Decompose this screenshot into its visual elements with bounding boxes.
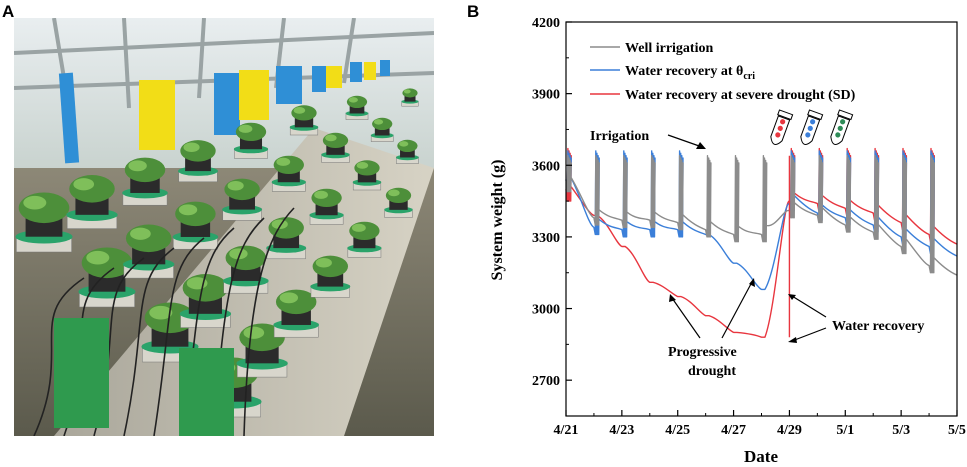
arrow-recovery-lower bbox=[791, 327, 827, 342]
legend-label-well: Well irrigation bbox=[625, 41, 713, 56]
data-logger bbox=[54, 318, 109, 428]
pot bbox=[357, 171, 377, 183]
pot bbox=[326, 143, 345, 155]
annotation-water-recovery: Water recovery bbox=[832, 319, 924, 334]
arrow-drought-left-head bbox=[669, 294, 676, 302]
legend-label-cri-main: Water recovery at θ bbox=[625, 64, 743, 79]
arrow-irrigation-head bbox=[696, 142, 706, 149]
pot bbox=[374, 126, 390, 136]
pot bbox=[349, 104, 365, 114]
plant-leaf bbox=[373, 119, 384, 125]
legend-label-cri: Water recovery at θcri bbox=[625, 64, 755, 82]
sensor-cable bbox=[153, 237, 205, 436]
plant-leaf bbox=[276, 157, 291, 166]
plant-leaf bbox=[279, 292, 299, 304]
test-tube-icon bbox=[770, 109, 794, 145]
arrow-drought-right-head bbox=[749, 278, 755, 287]
x-axis-label: Date bbox=[744, 447, 778, 466]
x-tick-label: 5/1 bbox=[836, 423, 854, 438]
y-tick-label: 4200 bbox=[532, 16, 560, 31]
tube-icons bbox=[770, 109, 854, 145]
arrow-recovery-upper-head bbox=[788, 294, 796, 300]
arrow-recovery-upper bbox=[791, 295, 827, 318]
plant-leaf bbox=[130, 227, 151, 240]
y-tick-label: 3900 bbox=[532, 88, 560, 103]
plant-leaf bbox=[229, 248, 248, 260]
y-tick-label: 2700 bbox=[532, 374, 560, 389]
arrow-irrigation bbox=[667, 134, 703, 148]
test-tube-icon bbox=[800, 109, 824, 145]
data-logger bbox=[179, 348, 234, 436]
sensor-cable bbox=[243, 207, 295, 436]
plant-leaf bbox=[293, 106, 306, 114]
plant-leaf bbox=[351, 223, 366, 232]
annotation-drought: drought bbox=[688, 364, 736, 379]
x-tick-label: 5/3 bbox=[892, 423, 910, 438]
panel-label-a: A bbox=[2, 2, 15, 21]
x-tick-label: 5/5 bbox=[948, 423, 966, 438]
arrow-recovery-lower-head bbox=[788, 337, 797, 343]
x-tick-label: 4/29 bbox=[777, 423, 802, 438]
greenhouse-photo bbox=[14, 18, 434, 436]
plant-leaf bbox=[348, 97, 358, 103]
x-tick-label: 4/25 bbox=[665, 423, 690, 438]
plant-leaf bbox=[183, 142, 200, 153]
annotation-progressive: Progressive bbox=[668, 345, 737, 360]
series-line-well bbox=[565, 155, 958, 276]
plant-leaf bbox=[238, 124, 253, 133]
pot bbox=[400, 148, 415, 158]
plant-leaf bbox=[325, 134, 337, 142]
legend-label-cri-sub: cri bbox=[743, 71, 755, 82]
plant-leaf bbox=[86, 250, 110, 265]
plant-leaf bbox=[73, 178, 95, 191]
test-tube-icon bbox=[830, 109, 854, 145]
pot bbox=[404, 94, 416, 102]
pot bbox=[294, 116, 314, 128]
plant-leaf bbox=[399, 141, 409, 147]
y-tick-label: 3600 bbox=[532, 159, 560, 174]
plant-leaf bbox=[149, 305, 173, 320]
plant-leaf bbox=[243, 326, 265, 339]
x-tick-label: 4/23 bbox=[609, 423, 634, 438]
plant-leaf bbox=[227, 181, 244, 191]
annotations: Irrigation Water recovery Progressive dr… bbox=[590, 129, 924, 379]
plant-leaf bbox=[314, 190, 328, 199]
plant-leaf bbox=[128, 160, 147, 172]
y-tick-label: 3300 bbox=[532, 231, 560, 246]
sensor-cable bbox=[33, 277, 85, 436]
plant-leaf bbox=[403, 89, 411, 94]
plant-leaf bbox=[315, 258, 332, 268]
x-tick-label: 4/21 bbox=[554, 423, 579, 438]
arrow-drought-left bbox=[671, 297, 701, 339]
legend: Well irrigation Water recovery at θcri W… bbox=[590, 41, 856, 103]
y-tick-label: 3000 bbox=[532, 303, 560, 318]
x-tick-label: 4/27 bbox=[721, 423, 746, 438]
panel-label-b: B bbox=[467, 2, 480, 21]
plant-pots bbox=[15, 88, 419, 436]
sticky-traps bbox=[58, 60, 390, 164]
y-axis-label: System weight (g) bbox=[489, 160, 506, 281]
plant-leaf bbox=[356, 161, 369, 169]
plant-leaf bbox=[23, 195, 47, 210]
plant-leaf bbox=[178, 204, 198, 216]
sensor-cable bbox=[123, 247, 175, 436]
annotation-irrigation: Irrigation bbox=[590, 129, 649, 144]
arrow-drought-right bbox=[721, 281, 753, 339]
legend-label-sd: Water recovery at severe drought (SD) bbox=[625, 88, 856, 103]
pot bbox=[389, 198, 408, 210]
plant-leaf bbox=[388, 189, 400, 197]
